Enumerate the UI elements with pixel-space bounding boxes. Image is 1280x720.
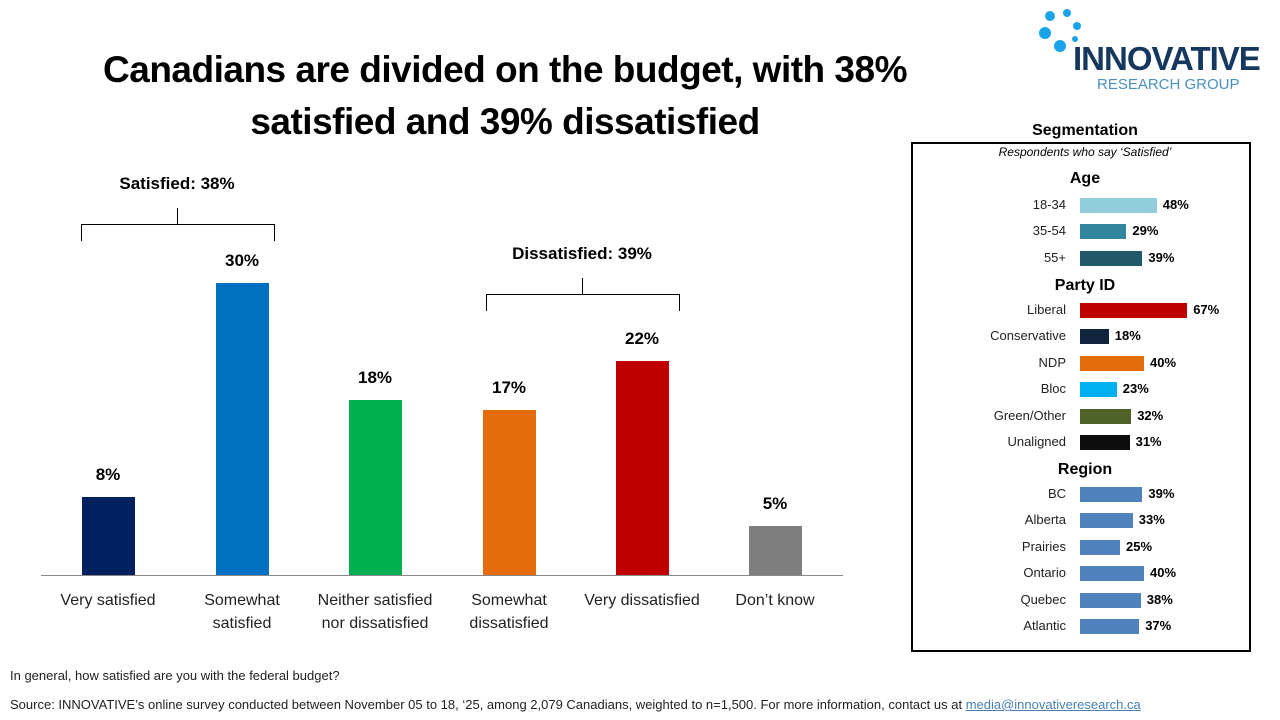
segment-bar xyxy=(1080,487,1143,502)
segment-label: Quebec xyxy=(1020,591,1066,607)
bar-3 xyxy=(482,409,536,575)
segment-bar xyxy=(1080,592,1141,608)
category-label: Neither satisfied nor dissatisfied xyxy=(317,592,433,632)
segment-value: 39% xyxy=(1148,486,1175,501)
bar-1 xyxy=(215,283,269,575)
data-label: 5% xyxy=(762,494,788,514)
page-title: Canadians are divided on the budget, wit… xyxy=(103,49,907,142)
email-link[interactable]: media@innovativeresearch.ca xyxy=(965,697,1141,712)
data-label: 18% xyxy=(357,367,393,387)
segment-bar xyxy=(1080,250,1143,266)
bracket-label: Satisfied: 38% xyxy=(119,174,235,193)
segmentation-panel xyxy=(911,142,1251,652)
segment-label: NDP xyxy=(1038,354,1066,370)
logo-sub: RESEARCH GROUP xyxy=(1097,76,1240,93)
data-label: 8% xyxy=(95,465,121,485)
bar-4 xyxy=(615,360,669,575)
segment-value: 39% xyxy=(1148,249,1175,265)
segment-value: 37% xyxy=(1145,618,1172,633)
segment-bar xyxy=(1080,198,1157,213)
segment-bar xyxy=(1080,355,1144,371)
category-label: Very dissatisfied xyxy=(584,592,700,609)
segment-label: 55+ xyxy=(1043,249,1066,265)
group-title: Region xyxy=(1057,461,1113,478)
category-label: Somewhat satisfied xyxy=(204,592,280,632)
segmentation-subtitle: Respondents who say ‘Satisfied’ xyxy=(998,145,1172,159)
segment-value: 25% xyxy=(1126,538,1153,554)
segment-label: Unaligned xyxy=(1007,434,1066,449)
segment-bar xyxy=(1080,513,1133,529)
segment-value: 31% xyxy=(1135,434,1162,449)
segment-bar xyxy=(1080,303,1188,318)
category-label: Somewhat dissatisfied xyxy=(469,592,549,632)
logo: INNOVATIVE RESEARCH GROUP xyxy=(1035,8,1275,93)
segment-value: 48% xyxy=(1162,197,1189,212)
segment-bar xyxy=(1080,382,1117,398)
bar-2 xyxy=(348,399,402,575)
bar-5 xyxy=(748,526,802,575)
segment-bar xyxy=(1080,224,1127,240)
segment-value: 33% xyxy=(1138,512,1165,528)
bracket-stem xyxy=(177,208,178,224)
segmentation-title: Segmentation xyxy=(980,122,1190,140)
segment-value: 18% xyxy=(1114,328,1141,344)
category-label: Don’t know xyxy=(735,592,815,609)
segment-label: 35-54 xyxy=(1032,223,1066,239)
segment-label: BC xyxy=(1047,486,1066,501)
segment-value: 67% xyxy=(1193,302,1220,317)
data-label: 30% xyxy=(224,251,260,271)
source-text: Source: INNOVATIVE’s online survey condu… xyxy=(10,697,1141,712)
segment-bar xyxy=(1080,539,1120,555)
segment-label: Conservative xyxy=(990,328,1066,344)
bracket-label: Dissatisfied: 39% xyxy=(512,244,652,263)
source-body: Source: INNOVATIVE’s online survey condu… xyxy=(10,697,966,712)
bracket xyxy=(81,224,275,241)
segment-value: 38% xyxy=(1146,591,1173,607)
segment-value: 40% xyxy=(1150,354,1177,370)
bar-0 xyxy=(81,497,135,575)
segment-label: 18-34 xyxy=(1032,197,1066,212)
segment-label: Atlantic xyxy=(1023,618,1066,633)
segment-value: 23% xyxy=(1122,381,1149,397)
bracket-stem xyxy=(582,278,583,294)
segment-value: 32% xyxy=(1137,407,1164,423)
data-label: 17% xyxy=(491,377,527,397)
group-title: Party ID xyxy=(1054,277,1116,294)
segment-label: Alberta xyxy=(1024,512,1066,528)
question-text: In general, how satisfied are you with t… xyxy=(10,668,340,683)
category-label: Very satisfied xyxy=(60,592,156,609)
group-title: Age xyxy=(1069,170,1101,187)
segment-label: Bloc xyxy=(1040,381,1066,397)
x-axis-line xyxy=(41,575,843,576)
logo-dots-icon xyxy=(1039,9,1081,52)
segment-bar xyxy=(1080,408,1132,424)
segment-label: Liberal xyxy=(1026,302,1066,317)
segment-bar xyxy=(1080,435,1130,450)
segment-bar xyxy=(1080,566,1144,582)
segment-label: Ontario xyxy=(1023,565,1066,581)
segment-bar xyxy=(1080,329,1109,345)
segment-label: Green/Other xyxy=(993,407,1066,423)
segment-value: 29% xyxy=(1132,223,1159,239)
data-label: 22% xyxy=(624,328,660,348)
bracket xyxy=(486,294,680,311)
segment-label: Prairies xyxy=(1021,538,1066,554)
logo-name: INNOVATIVE xyxy=(1073,40,1261,77)
segment-value: 40% xyxy=(1150,565,1177,581)
segment-bar xyxy=(1080,619,1140,634)
